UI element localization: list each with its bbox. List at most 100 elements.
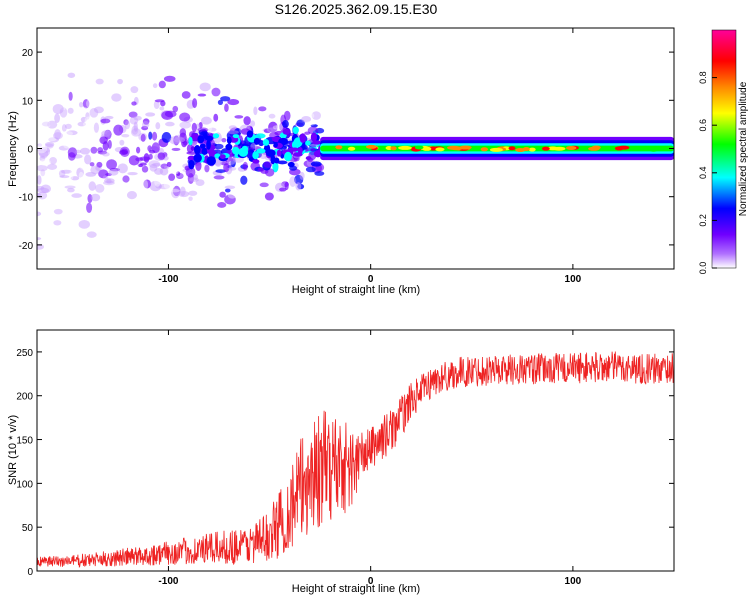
y-tick-label: 0 xyxy=(27,567,33,578)
y-tick-label: -20 xyxy=(19,241,34,252)
spectrogram-blob xyxy=(53,220,62,226)
spectrogram-blob xyxy=(268,113,276,119)
spectrogram-blob xyxy=(124,120,131,130)
spectrogram-blob xyxy=(208,127,217,132)
spectrogram-blob xyxy=(161,132,172,143)
spectrogram-blob xyxy=(127,172,138,176)
snr-series-line xyxy=(37,351,674,568)
spectrogram-blob xyxy=(38,146,51,157)
spectrogram-blob xyxy=(227,192,237,199)
spectrogram-blob xyxy=(75,149,82,154)
spectrogram-blob xyxy=(93,106,104,114)
spectrogram-blob xyxy=(179,112,191,122)
spectrogram-blob xyxy=(67,55,79,67)
spectrogram-blob xyxy=(83,120,93,128)
spectrogram-blob xyxy=(103,125,112,131)
spectrogram-blob xyxy=(63,143,71,149)
spectrogram-hotspot xyxy=(365,144,377,149)
spectrogram-blob xyxy=(40,169,46,177)
spectrogram-blob xyxy=(53,208,63,215)
spectrogram-blob xyxy=(212,133,220,139)
spectrogram-blob xyxy=(102,180,115,186)
spectrogram-blob xyxy=(149,180,162,192)
spectrogram-blob xyxy=(201,147,209,155)
spectrogram-blob xyxy=(69,162,78,169)
spectrogram-blob xyxy=(270,154,276,165)
spectrogram-hotspot xyxy=(398,145,412,150)
spectrogram-blob xyxy=(76,167,84,178)
spectrogram-blob xyxy=(305,156,312,161)
spectrogram-blob xyxy=(133,115,142,121)
spectrogram-blob xyxy=(48,100,61,108)
spectrogram-blob xyxy=(151,142,160,154)
spectrogram-blob xyxy=(223,163,230,173)
y-tick-label: 0 xyxy=(27,145,33,156)
spectrogram-blob xyxy=(200,116,212,125)
spectrogram-blob xyxy=(52,103,64,115)
spectrogram-blob xyxy=(84,116,94,124)
spectrogram-blob xyxy=(65,123,72,129)
spectrogram-blob xyxy=(89,81,101,85)
spectrogram-blob xyxy=(126,191,137,200)
spectrogram-blob xyxy=(117,78,123,85)
spectrogram-blob xyxy=(276,149,282,157)
spectrogram-blob xyxy=(74,160,84,165)
spectrogram-blob xyxy=(154,99,165,103)
spectrogram-blob xyxy=(117,105,123,111)
spectrogram-blob xyxy=(153,100,160,110)
x-tick-label: 0 xyxy=(368,274,374,285)
spectrogram-blob xyxy=(188,190,198,196)
spectrogram-blob xyxy=(246,130,254,138)
spectrogram-hotspot xyxy=(617,145,630,150)
spectrogram-blob xyxy=(272,125,280,130)
spectrogram-blob xyxy=(64,185,76,189)
spectrogram-blob xyxy=(67,152,76,161)
spectrogram-blob xyxy=(48,89,61,95)
spectrogram-blob xyxy=(89,162,95,167)
colorbar-gradient xyxy=(711,29,737,269)
spectrogram-blob xyxy=(93,135,98,144)
spectrogram-blob xyxy=(163,165,170,170)
spectrogram-blob xyxy=(61,169,72,174)
spectrogram-blob xyxy=(252,159,260,164)
spectrogram-blob xyxy=(185,166,196,178)
figure-title: S126.2025.362.09.15.E30 xyxy=(275,1,438,17)
x-tick-label: 100 xyxy=(565,274,582,285)
spectrogram-blob xyxy=(80,165,91,171)
spectrogram-hotspot xyxy=(649,147,658,152)
spectrogram-blob xyxy=(121,200,134,204)
x-tick-label: 100 xyxy=(565,576,582,587)
spectrogram-blob xyxy=(59,102,66,111)
spectrogram-blob xyxy=(305,121,316,126)
spectrogram-blob xyxy=(234,115,244,119)
spectrogram-blob xyxy=(131,128,142,137)
spectrogram-blob xyxy=(272,161,279,173)
spectrogram-hotspot xyxy=(528,147,536,152)
spectrogram-blob xyxy=(206,156,216,166)
x-tick-label: -100 xyxy=(158,576,178,587)
spectrogram-blob xyxy=(287,161,295,168)
spectrogram-blob xyxy=(305,140,311,146)
spectrogram-blob xyxy=(224,103,229,112)
spectrogram-blob xyxy=(252,151,259,160)
spectrogram-blob xyxy=(95,78,104,85)
spectrogram-y-ticks: -20 -10 0 10 20 xyxy=(19,48,674,252)
spectrogram-blob xyxy=(37,192,42,198)
spectrogram-blob xyxy=(139,200,151,211)
spectrogram-blob xyxy=(213,175,225,180)
spectrogram-blob xyxy=(80,116,87,123)
spectrogram-blob xyxy=(282,120,289,128)
spectrogram-blob xyxy=(258,106,267,112)
spectrogram-blob xyxy=(77,121,86,127)
spectrogram-blob xyxy=(131,125,139,135)
spectrogram-blob xyxy=(242,161,248,171)
spectrogram-blob xyxy=(195,160,202,172)
snr-panel: -100 0 100 0 50 100 150 200 250 Height of strai… xyxy=(7,329,675,595)
y-tick-label: 100 xyxy=(16,479,33,490)
spectrogram-blob xyxy=(138,163,143,168)
spectrogram-blob xyxy=(54,129,62,140)
spectrogram-blob xyxy=(123,119,129,126)
spectrogram-blob xyxy=(224,194,236,205)
spectrogram-blob xyxy=(90,146,98,154)
spectrogram-blob xyxy=(221,138,227,143)
